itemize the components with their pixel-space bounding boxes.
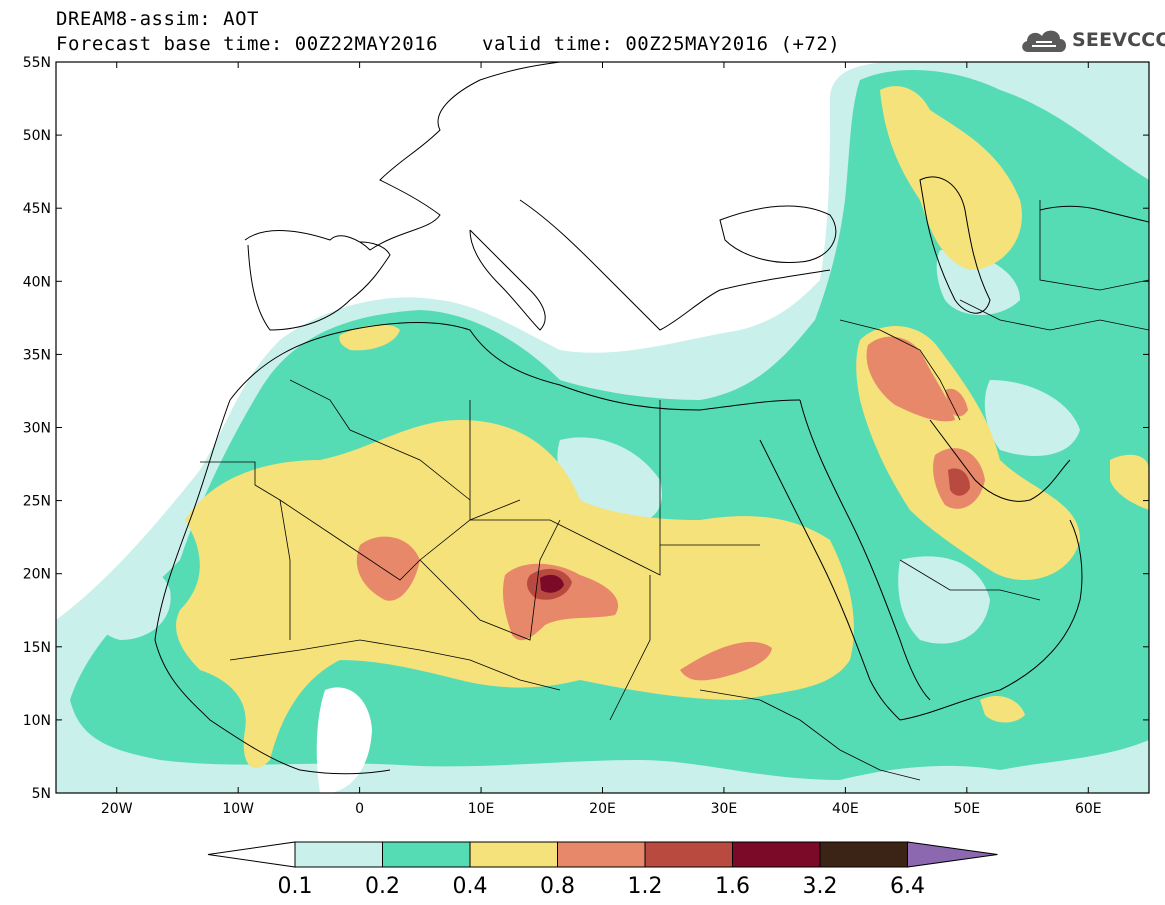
lat-tick-label: 10N [23,713,51,729]
lon-tick-label: 20E [589,801,616,817]
colorbar-level-label: 1.6 [715,874,750,899]
sahel-border [229,639,561,691]
forecast-base-time: Forecast base time: 00Z22MAY2016 [56,33,439,55]
aot-band-0.8 [866,336,955,422]
colorbar-swatch [294,841,383,868]
colorbar-swatch [557,841,646,868]
latitude-axis: 5N 10N 15N 20N 25N 30N 35N 40N 45N 50N 55N [23,55,1149,802]
colorbar-level-label: 0.2 [365,874,400,899]
colorbar-swatch [644,841,733,868]
lat-tick-label: 35N [23,347,51,363]
north-africa-coastline [229,322,801,411]
colorbar-swatch [382,841,471,868]
cloud-icon [1022,30,1066,52]
central-asia-border [1039,200,1149,291]
lat-tick-label: 5N [32,786,51,802]
colorbar-swatch [819,841,908,868]
aot-pocket [898,556,990,644]
aot-band-0.8 [945,388,968,417]
east-africa-border [699,689,921,781]
colorbar-level-label: 6.4 [890,874,925,899]
lon-tick-label: 30E [711,801,738,817]
mali-border [279,499,521,581]
country-borders [200,200,1149,781]
aot-band-0.8 [680,641,772,681]
colorbar-swatch [732,841,821,868]
mauritania-border [200,461,291,640]
colorbar-level-label: 0.1 [278,874,313,899]
lat-tick-label: 40N [23,274,51,290]
lat-tick-label: 25N [23,494,51,510]
lat-tick-label: 20N [23,567,51,583]
aot-band-1.2 [948,468,970,496]
aot-pocket [936,250,1020,315]
lat-tick-label: 15N [23,640,51,656]
colorbar-under-triangle [207,841,296,868]
map-title: DREAM8-assim: AOT [56,8,259,30]
aot-band-0.4 [980,695,1025,723]
lat-tick-label: 45N [23,201,51,217]
lon-tick-label: 50E [953,801,980,817]
arabia-border [899,559,1041,601]
longitude-axis: 20W 10W 0 10E 20E 30E 40E 50E 60E [101,62,1102,817]
colorbar-over-triangle [907,841,998,868]
italy-coastline [469,229,546,331]
arabia-south-coastline [899,519,1083,721]
lon-tick-label: 10W [222,801,254,817]
caspian-east-border [1039,205,1149,223]
west-africa-coastline [154,399,391,775]
algeria-border [289,379,471,501]
red-sea-coast-east [799,399,931,701]
colorbar-level-label: 0.4 [453,874,488,899]
aot-band-0.4 [880,86,1022,270]
chad-sudan-border [609,575,651,721]
caspian-coastline [919,176,991,314]
time-info: Forecast base time: 00Z22MAY2016 valid ti… [56,33,840,55]
logo-text: SEEVCCC [1072,29,1165,51]
lon-tick-label: 10E [468,801,495,817]
persian-gulf-coastline [929,419,1071,502]
aot-pocket [93,571,171,640]
iberia-coastline [247,241,391,331]
colorbar: 0.1 0.2 0.4 0.8 1.2 1.6 3.2 6.4 [207,841,998,899]
lat-tick-label: 55N [23,55,51,71]
colorbar-level-label: 3.2 [803,874,838,899]
europe-coastline [244,62,561,251]
colorbar-swatch [469,841,558,868]
black-sea-coastline [719,205,837,264]
seevccc-logo: SEEVCCC [1018,22,1165,58]
aot-band-0.4 [1110,454,1149,510]
aot-band-1.6 [540,574,564,593]
lat-tick-label: 30N [23,421,51,437]
aot-pocket [984,380,1080,456]
mideast-border [839,319,961,421]
libya-border [469,400,661,576]
aot-band-0.4 [180,616,245,652]
lat-tick-label: 50N [23,128,51,144]
lon-tick-label: 40E [832,801,859,817]
lon-tick-label: 20W [101,801,133,817]
balkan-coastline [519,199,831,331]
aot-pocket [316,687,372,793]
iran-border [959,299,1149,331]
red-sea-coast-west [759,439,901,721]
colorbar-level-label: 0.8 [540,874,575,899]
lon-tick-label: 0 [355,801,364,817]
valid-time: valid time: 00Z25MAY2016 (+72) [482,33,841,55]
aot-field [56,62,1149,793]
colorbar-level-label: 1.2 [628,874,663,899]
aot-band-0.4 [339,324,400,351]
aot-band-0.8 [356,536,420,601]
coastlines [154,62,1149,775]
lon-tick-label: 60E [1075,801,1102,817]
niger-chad-border [419,519,561,641]
